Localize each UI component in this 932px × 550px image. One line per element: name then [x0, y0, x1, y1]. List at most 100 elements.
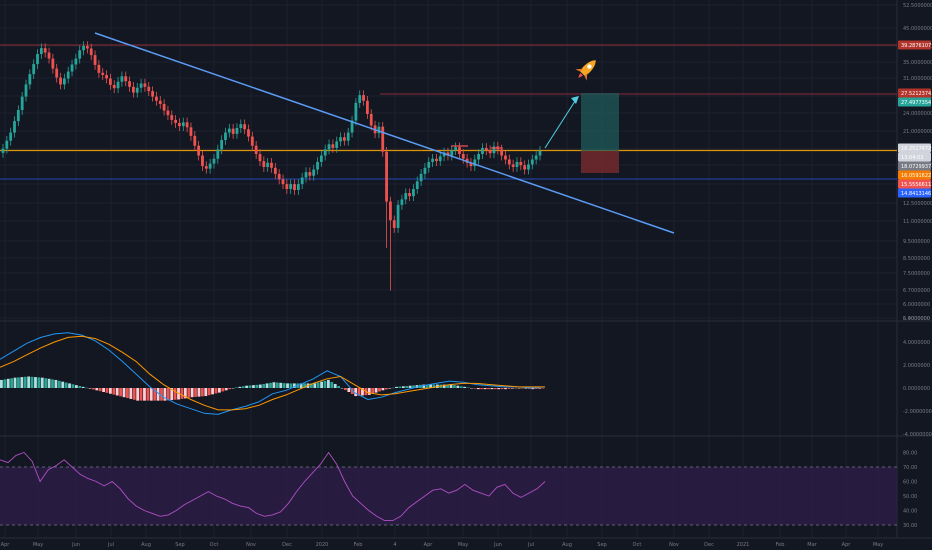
candle-body[interactable] — [450, 150, 454, 156]
candle-body[interactable] — [289, 184, 293, 190]
candle-body[interactable] — [400, 199, 404, 205]
candle-body[interactable] — [427, 161, 431, 168]
candle-body[interactable] — [389, 201, 392, 221]
long-position-target-zone[interactable] — [581, 93, 619, 151]
candle-body[interactable] — [116, 81, 120, 89]
candle-body[interactable] — [323, 149, 327, 156]
candle-body[interactable] — [319, 155, 323, 162]
candle-body[interactable] — [412, 189, 415, 197]
candle-body[interactable] — [277, 173, 281, 180]
candle-body[interactable] — [296, 184, 300, 191]
candle-body[interactable] — [415, 181, 419, 190]
candle-body[interactable] — [193, 135, 197, 146]
candle-body[interactable] — [300, 177, 304, 185]
candle-body[interactable] — [458, 147, 461, 154]
candle-body[interactable] — [170, 115, 174, 120]
candle-body[interactable] — [243, 124, 247, 130]
candle-body[interactable] — [419, 173, 423, 182]
candle-body[interactable] — [239, 124, 243, 128]
candle-body[interactable] — [484, 147, 488, 151]
candle-body[interactable] — [511, 164, 515, 167]
candle-body[interactable] — [527, 164, 530, 170]
candle-body[interactable] — [220, 140, 224, 150]
candle-body[interactable] — [396, 204, 400, 228]
trend-line[interactable] — [94, 32, 675, 234]
candle-body[interactable] — [197, 145, 201, 156]
candle-body[interactable] — [369, 113, 373, 126]
candle-body[interactable] — [62, 78, 66, 85]
candle-body[interactable] — [231, 128, 235, 134]
candle-body[interactable] — [16, 110, 20, 122]
candle-body[interactable] — [158, 100, 162, 104]
candle-body[interactable] — [112, 84, 116, 89]
candle-body[interactable] — [438, 156, 442, 162]
candle-body[interactable] — [331, 144, 335, 148]
candle-body[interactable] — [135, 87, 139, 93]
candle-body[interactable] — [212, 158, 216, 164]
candle-body[interactable] — [93, 55, 97, 65]
candle-body[interactable] — [20, 96, 24, 111]
candle-body[interactable] — [189, 127, 193, 136]
candle-body[interactable] — [327, 144, 331, 150]
candle-body[interactable] — [66, 71, 70, 79]
candle-body[interactable] — [346, 132, 350, 141]
candle-body[interactable] — [120, 76, 124, 82]
candle-body[interactable] — [128, 81, 131, 87]
candle-body[interactable] — [36, 54, 39, 65]
candle-body[interactable] — [515, 161, 519, 167]
candle-body[interactable] — [312, 169, 316, 176]
candle-body[interactable] — [538, 150, 542, 156]
candle-body[interactable] — [82, 46, 85, 51]
macd-series-line[interactable] — [0, 335, 545, 411]
candle-body[interactable] — [408, 193, 411, 197]
candle-body[interactable] — [534, 155, 538, 160]
candle-body[interactable] — [250, 136, 254, 146]
macd-series-line[interactable] — [0, 332, 546, 415]
projection-arrow-line[interactable] — [544, 97, 578, 149]
candle-body[interactable] — [70, 64, 74, 72]
candle-body[interactable] — [404, 193, 408, 200]
candle-body[interactable] — [335, 141, 339, 148]
candle-body[interactable] — [365, 100, 369, 114]
candle-body[interactable] — [362, 95, 365, 101]
candle-body[interactable] — [147, 86, 151, 92]
candle-body[interactable] — [78, 50, 82, 59]
candle-body[interactable] — [358, 95, 362, 103]
candle-body[interactable] — [174, 119, 178, 123]
candle-body[interactable] — [89, 48, 93, 56]
candle-body[interactable] — [85, 46, 89, 49]
candle-body[interactable] — [185, 122, 189, 128]
candle-body[interactable] — [201, 155, 204, 167]
candle-body[interactable] — [55, 68, 59, 78]
candle-body[interactable] — [266, 162, 270, 167]
candle-body[interactable] — [342, 137, 346, 141]
candle-body[interactable] — [97, 64, 101, 73]
candle-body[interactable] — [181, 122, 185, 127]
candle-body[interactable] — [139, 83, 143, 88]
candle-body[interactable] — [166, 110, 170, 116]
candle-body[interactable] — [74, 58, 78, 65]
candle-body[interactable] — [293, 184, 296, 191]
candle-body[interactable] — [454, 147, 458, 151]
candle-body[interactable] — [216, 149, 220, 159]
candle-body[interactable] — [530, 159, 534, 165]
candle-body[interactable] — [162, 103, 166, 111]
rocket-icon[interactable] — [572, 55, 601, 84]
candle-body[interactable] — [488, 150, 492, 154]
candle-body[interactable] — [109, 78, 112, 85]
candle-body[interactable] — [151, 91, 154, 97]
candle-body[interactable] — [270, 162, 273, 168]
candle-body[interactable] — [59, 77, 62, 85]
candle-body[interactable] — [339, 137, 342, 142]
candle-body[interactable] — [316, 161, 319, 170]
candle-body[interactable] — [32, 64, 36, 75]
candle-body[interactable] — [500, 149, 504, 156]
long-position-stop-zone[interactable] — [581, 151, 619, 173]
candle-body[interactable] — [51, 58, 55, 69]
candle-body[interactable] — [43, 48, 47, 53]
candle-body[interactable] — [204, 166, 208, 169]
candle-body[interactable] — [155, 96, 158, 101]
candle-body[interactable] — [227, 128, 231, 133]
candle-body[interactable] — [235, 127, 239, 134]
